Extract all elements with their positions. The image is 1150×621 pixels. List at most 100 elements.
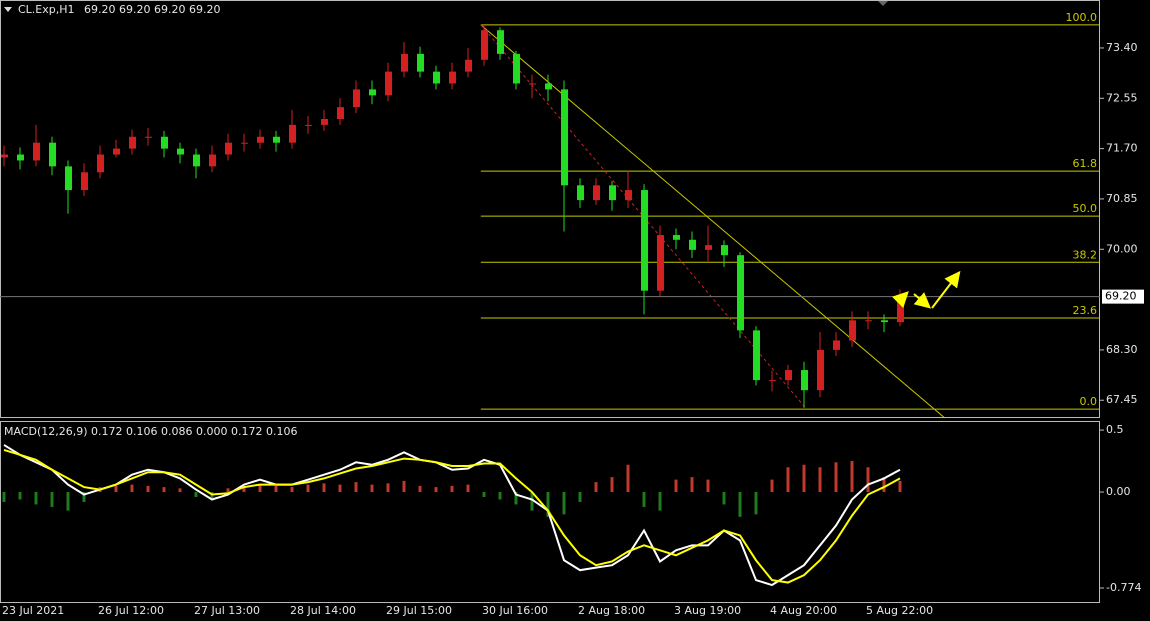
macd-histogram-bar <box>834 462 838 493</box>
macd-histogram-bar <box>578 492 582 502</box>
macd-histogram-bar <box>66 492 70 511</box>
current-price-label: 69.20 <box>1105 290 1137 303</box>
candle-body <box>561 89 568 186</box>
macd-histogram-bar <box>898 480 902 493</box>
macd-histogram-bar <box>562 492 566 515</box>
candle-body <box>417 53 424 72</box>
candle-body <box>801 370 808 391</box>
candle-body <box>833 340 840 350</box>
candle-body <box>369 89 376 96</box>
macd-histogram-bar <box>770 479 774 493</box>
macd-histogram-bar <box>706 479 710 493</box>
candle-body <box>17 154 24 161</box>
macd-line <box>3 448 901 584</box>
arrow <box>931 270 961 309</box>
candle-body <box>721 245 728 256</box>
plot-layer: 73.40 72.55 71.70 70.85 70.00 68.30 67.45 100.0… <box>0 11 1144 617</box>
candle-body <box>689 239 696 250</box>
candle-body <box>465 59 472 72</box>
candle-body <box>1 154 8 158</box>
candle-body <box>241 142 248 144</box>
macd-histogram-bar <box>530 492 534 511</box>
fib-label: 50.0 <box>1073 202 1098 215</box>
candle-body <box>433 71 440 84</box>
macd-title: MACD(12,26,9) 0.172 0.106 0.086 0.000 0.… <box>4 425 297 438</box>
y-tick-label: 73.40 <box>1106 41 1138 54</box>
candle-body <box>193 154 200 167</box>
y-tick-label: 72.55 <box>1106 91 1138 104</box>
x-tick-label: 26 Jul 12:00 <box>98 604 164 617</box>
forecast-arrows <box>891 270 961 309</box>
candle-body <box>897 296 904 323</box>
macd-histogram-bar <box>658 492 662 511</box>
macd-histogram-bar <box>546 492 550 517</box>
candle-body <box>481 30 488 60</box>
candle-body <box>129 136 136 149</box>
candle-body <box>385 71 392 96</box>
candle-body <box>609 185 616 201</box>
candle-body <box>785 370 792 381</box>
macd-histogram-bar <box>674 479 678 493</box>
macd-histogram-bar <box>354 482 358 493</box>
macd-histogram-bar <box>146 485 150 493</box>
candle-body <box>769 380 776 382</box>
macd-line <box>3 444 901 587</box>
x-tick-label: 2 Aug 18:00 <box>578 604 645 617</box>
candle-body <box>337 107 344 120</box>
candle-body <box>737 255 744 331</box>
trend-line <box>480 24 946 419</box>
macd-histogram-bar <box>82 492 86 502</box>
fib-label: 0.0 <box>1080 395 1098 408</box>
x-tick-label: 28 Jul 14:00 <box>290 604 356 617</box>
candle-body <box>577 185 584 201</box>
fib-label: 23.6 <box>1073 304 1098 317</box>
y-tick-label: 70.00 <box>1106 242 1138 255</box>
candle-body <box>881 320 888 323</box>
candle-body <box>49 142 56 167</box>
macd-histogram-bar <box>178 488 182 493</box>
macd-histogram-bar <box>130 484 134 493</box>
candle-body <box>113 148 120 155</box>
macd-histogram-bar <box>786 467 790 493</box>
y-tick-label: 68.30 <box>1106 343 1138 356</box>
candle-body <box>513 53 520 84</box>
macd-histogram-bar <box>370 484 374 493</box>
macd-histogram-bar <box>754 492 758 515</box>
candle-body <box>209 154 216 167</box>
candle-body <box>849 320 856 341</box>
fib-label: 38.2 <box>1073 248 1098 261</box>
macd-histogram-bar <box>690 477 694 493</box>
candle-body <box>97 154 104 173</box>
candle-body <box>449 71 456 84</box>
macd-histogram-bar <box>626 464 630 493</box>
arrow <box>913 292 932 309</box>
y-tick-label: 71.70 <box>1106 142 1138 155</box>
macd-histogram-bar <box>450 485 454 493</box>
macd-histogram-bar <box>322 483 326 493</box>
price-panel-frame <box>0 0 1100 418</box>
macd-histogram-bar <box>162 487 166 493</box>
x-tick-label: 4 Aug 20:00 <box>770 604 837 617</box>
macd-histogram-bar <box>306 484 310 493</box>
candle-body <box>305 124 312 126</box>
macd-histogram-bar <box>226 488 230 493</box>
macd-histogram-bar <box>18 492 22 500</box>
x-tick-label: 3 Aug 19:00 <box>674 604 741 617</box>
candle-body <box>401 53 408 72</box>
macd-histogram-bar <box>482 492 486 498</box>
macd-histogram-bar <box>34 492 38 505</box>
macd-histogram-bar <box>610 477 614 493</box>
candle-body <box>705 245 712 250</box>
macd-histogram-bar <box>386 483 390 493</box>
menu-triangle[interactable] <box>4 7 12 12</box>
macd-histogram-bar <box>498 492 502 500</box>
x-tick-label: 5 Aug 22:00 <box>866 604 933 617</box>
candle-body <box>273 136 280 143</box>
macd-histogram-bar <box>642 492 646 507</box>
macd-histogram-bar <box>738 492 742 517</box>
macd-histogram-bar <box>818 467 822 493</box>
macd-panel-frame <box>0 421 1100 603</box>
candle-body <box>817 349 824 391</box>
